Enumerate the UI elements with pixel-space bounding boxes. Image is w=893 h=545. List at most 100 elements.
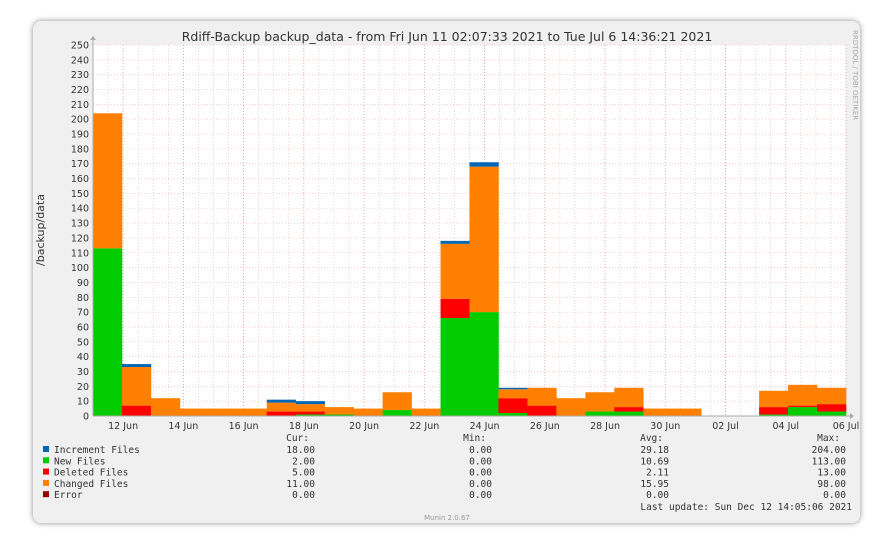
legend-max: 113.00 <box>812 456 847 467</box>
bar-segment <box>208 408 239 416</box>
legend-avg: 2.11 <box>646 468 669 479</box>
bar-segment <box>469 162 499 167</box>
last-update: Last update: Sun Dec 12 14:05:06 2021 <box>640 502 852 513</box>
bar-segment <box>614 407 644 412</box>
y-axis-label: /backup/data <box>34 194 47 266</box>
bar-segment <box>788 407 818 416</box>
y-tick-label: 30 <box>77 367 89 378</box>
y-tick-label: 130 <box>71 219 89 230</box>
munin-version: Munin 2.0.67 <box>424 514 470 522</box>
legend-label: New Files <box>54 456 105 467</box>
bar-segment <box>527 387 557 406</box>
bar-segment <box>382 410 412 416</box>
y-tick-label: 220 <box>71 85 89 96</box>
legend-cur: 2.00 <box>292 456 315 467</box>
bar-segment <box>759 414 789 416</box>
x-tick-labels: 12 Jun 14 Jun 16 Jun 18 Jun 20 Jun 22 Jun 24 J… <box>108 421 859 432</box>
x-tick-label: 06 Jul <box>833 421 860 432</box>
legend-cur: 5.00 <box>292 468 315 479</box>
bar-segment <box>759 407 789 415</box>
bar-segment <box>266 411 297 416</box>
legend-max: 98.00 <box>817 479 846 490</box>
bar-segment <box>672 408 702 416</box>
y-tick-label: 240 <box>71 55 89 66</box>
y-tick-labels: 0 10 20 30 40 50 60 70 80 90 100 110 120 130 140 150 160… <box>71 41 89 423</box>
bar-segment <box>469 166 499 313</box>
y-tick-label: 180 <box>71 144 89 155</box>
legend-swatch <box>43 468 49 475</box>
legend: Cur: Min: Avg: Max: Increment Files 18.00… <box>43 433 846 501</box>
bar-segment <box>353 408 383 416</box>
y-tick-label: 10 <box>77 397 89 408</box>
legend-header-max: Max: <box>817 433 840 444</box>
legend-swatch <box>43 446 49 452</box>
legend-cur: 18.00 <box>286 445 315 456</box>
bar-segment <box>324 407 354 415</box>
bar-segment <box>614 387 644 408</box>
bar-segment <box>179 408 210 416</box>
x-tick-label: 16 Jun <box>229 421 259 432</box>
y-tick-label: 230 <box>71 70 89 81</box>
legend-avg: 0.00 <box>646 490 669 501</box>
y-tick-label: 210 <box>71 100 89 111</box>
x-tick-label: 20 Jun <box>349 421 379 432</box>
bar-segment <box>498 413 528 416</box>
bar-segment <box>817 404 847 412</box>
y-tick-label: 70 <box>77 308 89 319</box>
bars <box>93 113 847 416</box>
legend-label: Increment Files <box>54 445 140 456</box>
bar-segment <box>295 404 325 412</box>
legend-swatch <box>43 491 49 498</box>
legend-avg: 10.69 <box>640 456 669 467</box>
legend-min: 0.00 <box>469 468 492 479</box>
bar-segment <box>266 399 297 403</box>
bar-segment <box>382 392 412 411</box>
legend-min: 0.00 <box>469 490 492 501</box>
y-tick-label: 80 <box>77 293 89 304</box>
bar-segment <box>498 389 528 399</box>
legend-avg: 29.18 <box>640 445 669 456</box>
bar-segment <box>295 414 325 416</box>
legend-cur: 11.00 <box>286 479 315 490</box>
legend-min: 0.00 <box>469 479 492 490</box>
y-tick-label: 20 <box>77 382 89 393</box>
y-tick-label: 0 <box>83 412 89 423</box>
legend-min: 0.00 <box>469 456 492 467</box>
y-tick-label: 140 <box>71 204 89 215</box>
legend-max: 204.00 <box>812 445 847 456</box>
legend-swatch <box>43 479 49 486</box>
bar-segment <box>93 113 123 249</box>
x-tick-label: 30 Jun <box>650 421 680 432</box>
bar-segment <box>440 318 470 416</box>
y-tick-label: 60 <box>77 322 89 333</box>
bar-segment <box>121 364 152 368</box>
x-tick-label: 26 Jun <box>530 421 560 432</box>
legend-swatch <box>43 457 49 464</box>
bar-segment <box>788 405 818 408</box>
bar-segment <box>440 240 470 244</box>
x-axis-arrow <box>850 413 854 419</box>
y-tick-label: 90 <box>77 278 89 289</box>
bar-segment <box>121 405 152 416</box>
legend-label: Changed Files <box>54 479 128 490</box>
bar-segment <box>643 408 673 416</box>
bar-segment <box>237 408 268 416</box>
x-tick-label: 04 Jul <box>772 421 799 432</box>
bar-segment <box>411 408 441 416</box>
y-tick-label: 100 <box>71 263 89 274</box>
bar-segment <box>469 312 499 416</box>
bar-segment <box>556 398 586 416</box>
x-tick-label: 28 Jun <box>590 421 620 432</box>
y-axis-arrow <box>90 36 96 40</box>
bar-segment <box>614 411 644 416</box>
x-tick-label: 02 Jul <box>712 421 739 432</box>
bar-segment <box>759 390 789 408</box>
rrdtool-side-label: RRDTOOL / TOBI OETIKER <box>851 30 859 120</box>
legend-header-min: Min: <box>463 433 486 444</box>
bar-segment <box>817 387 847 405</box>
bar-segment <box>498 398 528 414</box>
bar-segment <box>585 411 615 416</box>
y-tick-label: 200 <box>71 115 89 126</box>
bar-segment <box>266 402 297 412</box>
